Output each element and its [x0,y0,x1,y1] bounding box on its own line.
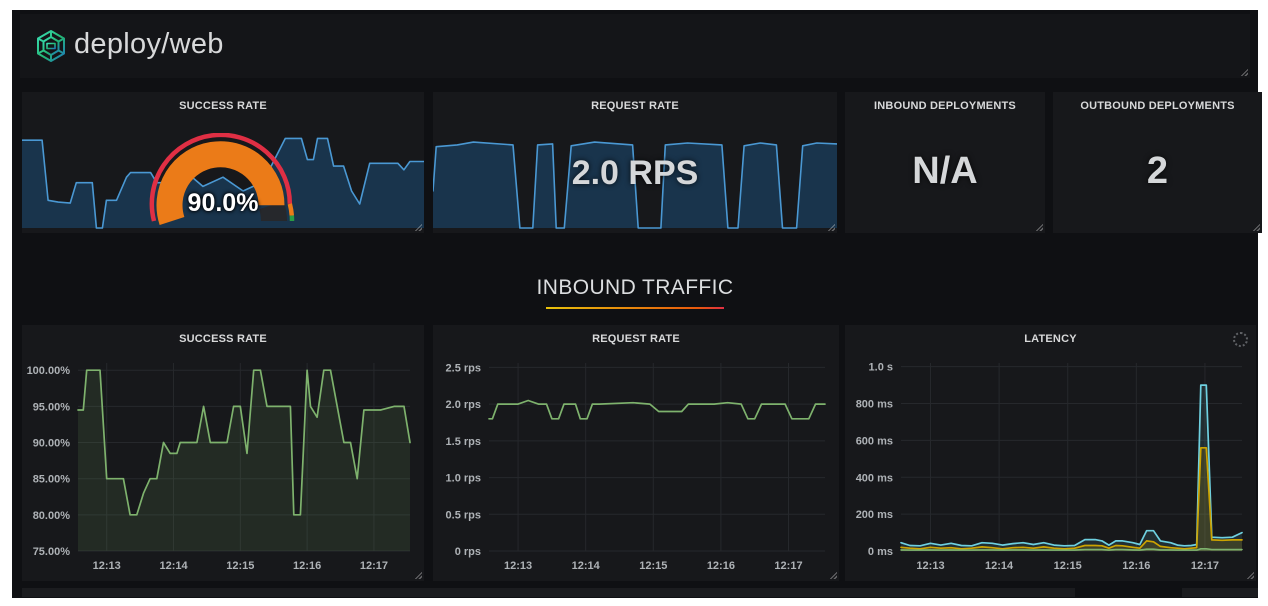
panel-request-rate-stat: REQUEST RATE 2.0 RPS [432,92,838,233]
svg-text:1.5 rps: 1.5 rps [446,436,481,448]
section-underline [546,307,724,309]
svg-text:12:14: 12:14 [572,560,601,572]
panel-title-success-rate-chart[interactable]: SUCCESS RATE [179,333,267,345]
svg-text:12:17: 12:17 [360,560,388,572]
success-rate-sparkline[interactable] [21,129,425,229]
panel-title-request-rate-chart[interactable]: REQUEST RATE [592,333,680,345]
panel-request-rate-chart: REQUEST RATE 12:13 12:14 12:15 12:16 12:17 0 … [433,325,839,581]
section-title: INBOUND TRAFFIC [536,276,734,299]
svg-text:12:13: 12:13 [93,560,121,572]
svg-text:12:17: 12:17 [774,560,802,572]
svg-text:1.0 rps: 1.0 rps [446,473,481,485]
svg-text:12:15: 12:15 [226,560,254,572]
outbound-deployments-value: 2 [1146,150,1169,192]
panel-resize-handle[interactable] [1252,223,1260,231]
panel-resize-handle[interactable] [414,223,422,231]
panel-success-rate-stat: SUCCESS RATE 90.0% [21,92,425,233]
panel-outbound-deployments: OUTBOUND DEPLOYMENTS 2 [1053,92,1262,233]
panel-title-success-rate[interactable]: SUCCESS RATE [179,100,267,112]
panel-resize-handle[interactable] [827,223,835,231]
svg-text:2.0 rps: 2.0 rps [446,399,481,411]
dashboard-header-panel: deploy/web [20,14,1250,78]
section-header: INBOUND TRAFFIC [12,276,1258,309]
next-row-panel-edge [22,588,1075,597]
panel-resize-handle[interactable] [414,571,422,579]
svg-text:600 ms: 600 ms [856,435,893,447]
deploy-logo-icon [34,29,68,63]
svg-text:12:13: 12:13 [916,560,944,572]
request-rate-chart[interactable]: 12:13 12:14 12:15 12:16 12:17 0 rps 0.5 rps 1.0… [433,351,839,581]
grafana-dashboard: deploy/web SUCCESS RATE 90.0% REQUEST RA… [12,10,1262,598]
svg-text:400 ms: 400 ms [856,472,893,484]
panel-title-inbound-deployments[interactable]: INBOUND DEPLOYMENTS [874,100,1016,112]
svg-text:12:16: 12:16 [707,560,735,572]
svg-text:1.0 s: 1.0 s [869,362,893,374]
svg-text:2.5 rps: 2.5 rps [446,362,481,374]
next-row-panel-edge [1182,588,1258,597]
svg-text:12:17: 12:17 [1191,560,1219,572]
svg-text:12:14: 12:14 [159,560,188,572]
panel-inbound-deployments: INBOUND DEPLOYMENTS N/A [845,92,1045,233]
svg-text:200 ms: 200 ms [856,509,893,521]
svg-text:80.00%: 80.00% [33,510,71,522]
panel-resize-handle[interactable] [1240,68,1248,76]
svg-text:800 ms: 800 ms [856,399,893,411]
svg-text:85.00%: 85.00% [33,474,71,486]
success-rate-gauge [143,132,303,225]
dashboard-title: deploy/web [74,28,224,60]
svg-text:0.5 rps: 0.5 rps [446,509,481,521]
svg-text:95.00%: 95.00% [33,401,71,413]
inbound-deployments-value: N/A [912,150,978,192]
loading-spinner-icon [1233,332,1248,347]
panel-resize-handle[interactable] [1035,223,1043,231]
panel-title-request-rate[interactable]: REQUEST RATE [591,100,679,112]
svg-text:12:15: 12:15 [1054,560,1082,572]
request-rate-value: 2.0 RPS [571,154,699,192]
gauge-value: 90.0% [187,189,259,217]
svg-text:90.00%: 90.00% [33,438,71,450]
svg-text:12:15: 12:15 [639,560,667,572]
success-rate-chart[interactable]: 12:13 12:14 12:15 12:16 12:17 75.00% 80.00% 85.… [22,351,424,581]
svg-text:12:14: 12:14 [985,560,1014,572]
panel-resize-handle[interactable] [829,571,837,579]
svg-text:12:16: 12:16 [293,560,321,572]
panel-title-latency-chart[interactable]: LATENCY [1024,333,1077,345]
panel-success-rate-chart: SUCCESS RATE 12:13 12:14 12:15 12:16 12:17 75… [22,325,424,581]
svg-text:100.00%: 100.00% [27,365,71,377]
panel-resize-handle[interactable] [1246,571,1254,579]
svg-text:0 ms: 0 ms [868,546,893,558]
latency-chart[interactable]: 12:13 12:14 12:15 12:16 12:17 0 ms 200 ms 400 m… [845,351,1256,581]
svg-text:0 rps: 0 rps [455,546,481,558]
svg-text:12:13: 12:13 [504,560,532,572]
svg-text:75.00%: 75.00% [33,546,71,558]
panel-title-outbound-deployments[interactable]: OUTBOUND DEPLOYMENTS [1080,100,1235,112]
svg-text:12:16: 12:16 [1122,560,1150,572]
request-rate-sparkline[interactable] [432,129,838,229]
panel-latency-chart: LATENCY 12:13 12:14 12:15 12:16 12:17 0 ms 200… [845,325,1256,581]
